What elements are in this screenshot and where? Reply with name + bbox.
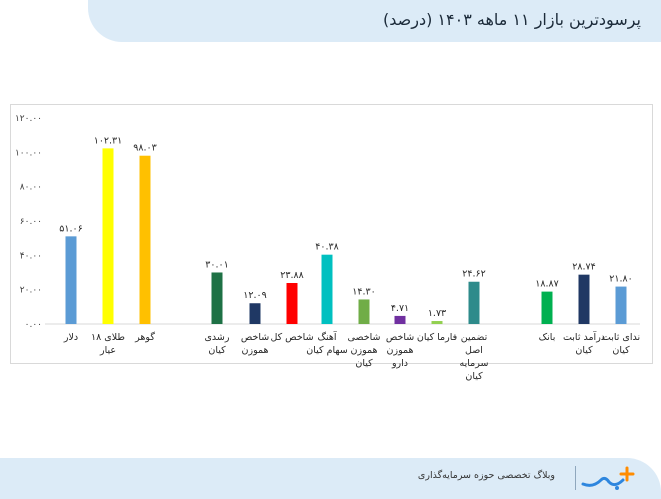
data-label: ۱۲.۰۹ (243, 290, 266, 301)
page-title: پرسودترین بازار ۱۱ ماهه ۱۴۰۳ (درصد) (383, 10, 641, 29)
data-label: ۹۸.۰۳ (133, 143, 156, 154)
footer-banner: وبلاگ تخصصی حوزه سرمایه‌گذاری (0, 458, 661, 499)
y-tick-label: ۴۰.۰۰ (20, 251, 42, 261)
bar (358, 299, 370, 324)
bar (211, 272, 223, 324)
bar (65, 236, 77, 324)
data-label: ۲۸.۷۴ (572, 262, 595, 273)
x-tick-label: شاخص (241, 332, 269, 343)
x-tick-label: دلار (63, 332, 78, 343)
bar (468, 281, 480, 324)
x-tick-label: رشدی (205, 332, 230, 343)
data-label: ۵۱.۰۶ (59, 223, 82, 234)
x-tick-label: گوهر (134, 331, 155, 343)
bar (541, 291, 553, 324)
x-tick-label: هموزن (387, 345, 414, 356)
bar (102, 148, 114, 324)
x-tick-label: شاخص (386, 332, 414, 343)
x-tick-label: سهام کیان (306, 345, 347, 356)
y-tick-label: ۱۲۰.۰۰ (15, 114, 42, 124)
x-tick-label: طلای ۱۸ (91, 332, 125, 343)
x-tick-label: شاخصی (348, 332, 381, 343)
y-tick-label: ۰.۰۰ (25, 320, 42, 330)
x-tick-label: کیان (208, 345, 226, 356)
x-tick-label: فارما کیان (417, 332, 457, 343)
bar (249, 303, 261, 324)
y-tick-label: ۲۰.۰۰ (20, 286, 42, 296)
bar (286, 283, 298, 324)
title-banner: پرسودترین بازار ۱۱ ماهه ۱۴۰۳ (درصد) (88, 0, 661, 42)
footer-divider (575, 466, 576, 490)
data-label: ۲۴.۶۲ (462, 269, 485, 280)
bar (321, 254, 333, 324)
data-label: ۱۰۲.۳۱ (94, 135, 123, 146)
x-tick-label: ندای ثابت (602, 332, 640, 343)
bar (615, 286, 627, 324)
sarmaye-logo-icon (581, 466, 635, 490)
data-label: ۴.۷۱ (391, 303, 409, 314)
x-tick-label: سرمایه (460, 358, 489, 369)
x-tick-label: بانک (539, 332, 556, 343)
data-label: ۲۳.۸۸ (280, 270, 303, 281)
footer-caption: وبلاگ تخصصی حوزه سرمایه‌گذاری (417, 470, 555, 481)
y-tick-label: ۶۰.۰۰ (20, 217, 42, 227)
x-tick-label: هموزن (351, 345, 378, 356)
x-tick-label: هموزن (242, 345, 269, 356)
bar (139, 155, 151, 324)
x-tick-label: عیار (99, 345, 116, 356)
x-tick-label: شاخص کل (270, 332, 313, 343)
data-label: ۱۴.۳۰ (352, 286, 375, 297)
bar (578, 274, 590, 324)
y-tick-label: ۸۰.۰۰ (20, 183, 42, 193)
data-label: ۲۱.۸۰ (609, 274, 632, 285)
x-tick-label: کیان (612, 345, 630, 356)
data-label: ۳۰.۰۱ (205, 259, 228, 270)
x-tick-label: درآمد ثابت (563, 330, 605, 343)
x-tick-label: تضمین (461, 332, 488, 343)
x-tick-label: کیان (465, 371, 483, 382)
bar (431, 321, 443, 324)
x-tick-label: کیان (355, 358, 373, 369)
x-tick-label: آهنگ (317, 330, 336, 343)
data-label: ۴۰.۳۸ (315, 242, 338, 253)
x-tick-label: دارو (391, 358, 408, 369)
y-tick-label: ۱۰۰.۰۰ (15, 148, 42, 158)
x-tick-label: اصل (465, 345, 483, 356)
data-label: ۱.۷۳ (428, 308, 446, 319)
bar (394, 315, 406, 324)
data-label: ۱۸.۸۷ (535, 279, 558, 290)
x-tick-label: کیان (575, 345, 593, 356)
